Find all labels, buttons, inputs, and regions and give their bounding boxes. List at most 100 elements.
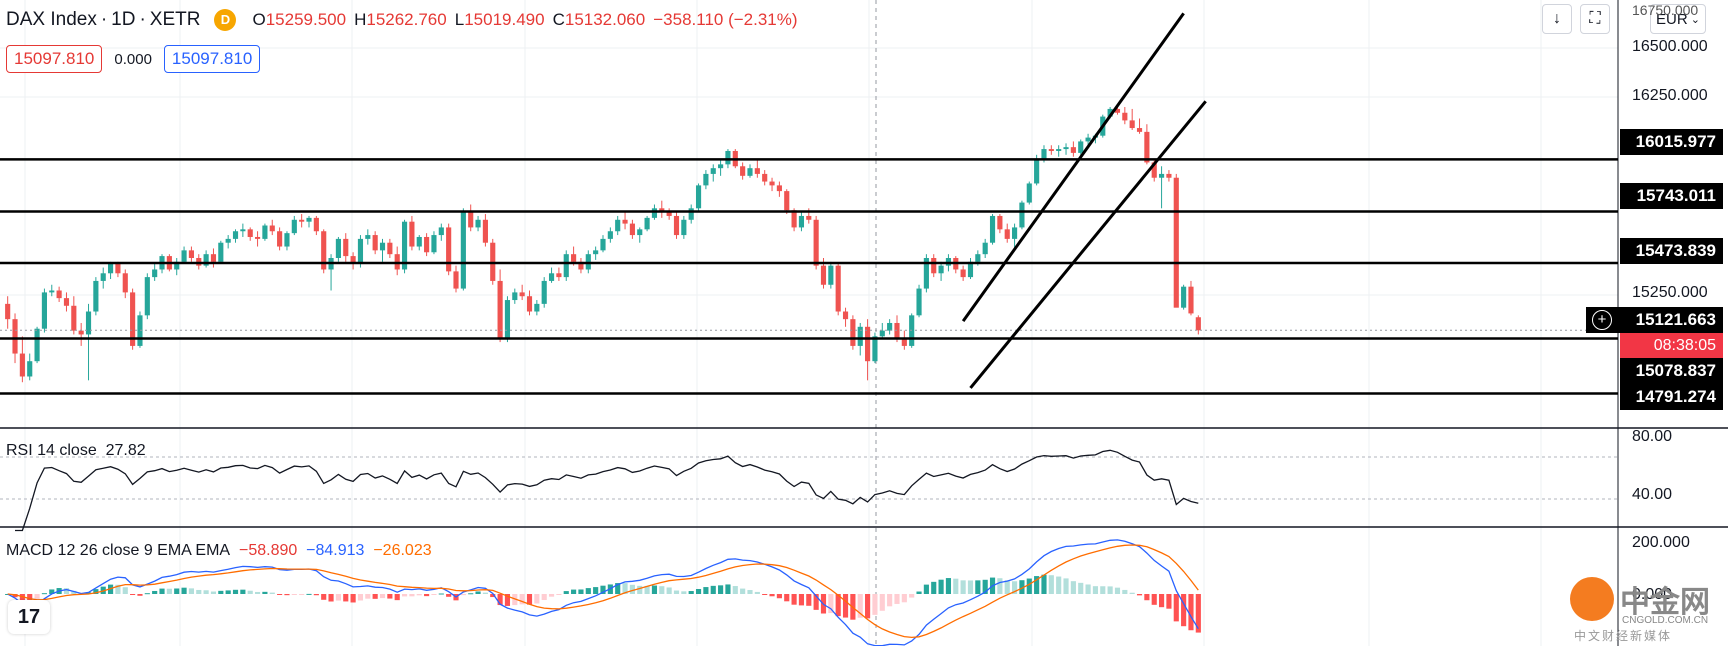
macd-histogram-bar: [1041, 574, 1047, 594]
macd-histogram-bar: [431, 594, 437, 595]
macd-histogram-bar: [269, 592, 275, 594]
crosshair-add-icon[interactable]: +: [1592, 310, 1612, 330]
candle-body: [438, 227, 444, 236]
candle-body: [725, 150, 731, 165]
symbol-name[interactable]: DAX Index: [6, 9, 97, 30]
macd-value: −58.890: [238, 542, 298, 559]
candle-body: [512, 292, 518, 301]
candle-body: [416, 236, 422, 247]
candle-body: [769, 181, 775, 186]
candle-body: [247, 229, 253, 237]
sell-price-button[interactable]: 15097.810: [6, 45, 103, 73]
candle-body: [365, 235, 371, 239]
candle-body: [923, 258, 929, 289]
low-label: L: [454, 10, 465, 29]
candle-body: [1159, 173, 1165, 178]
candle-body: [644, 217, 650, 230]
macd-histogram-bar: [379, 594, 386, 599]
level-label: 16015.977: [1620, 129, 1723, 155]
macd-histogram-bar: [1159, 594, 1165, 608]
candle-body: [989, 215, 996, 243]
candle-body: [269, 225, 275, 232]
macd-histogram-bar: [740, 588, 746, 594]
macd-histogram-bar: [188, 588, 194, 594]
candle-body: [100, 273, 106, 281]
interval[interactable]: 1D: [111, 9, 136, 30]
candle-body: [291, 219, 297, 234]
download-button[interactable]: ↓: [1542, 4, 1572, 34]
candle-body: [519, 292, 525, 297]
macd-histogram-bar: [115, 584, 121, 594]
candle-body: [1166, 173, 1172, 178]
macd-histogram-bar: [1188, 594, 1194, 631]
watermark-circle-icon: [1570, 577, 1614, 621]
candle-body: [63, 298, 70, 306]
macd-histogram-bar: [497, 594, 503, 606]
candle-body: [475, 219, 481, 228]
macd-histogram-bar: [93, 589, 99, 594]
candle-body: [1078, 141, 1084, 153]
rsi-tick: 80.00: [1632, 428, 1673, 445]
tradingview-logo[interactable]: 17: [8, 600, 50, 634]
data-badge-icon[interactable]: D: [214, 9, 237, 31]
candle-body: [203, 254, 209, 266]
macd-histogram-bar: [424, 594, 430, 597]
candle-body: [262, 225, 268, 239]
last-price-label[interactable]: + 15121.663: [1586, 307, 1723, 333]
macd-histogram-bar: [1195, 594, 1201, 633]
watermark-name: 中金网: [1620, 586, 1710, 619]
macd-histogram-bar: [1034, 576, 1040, 594]
candle-body: [431, 235, 437, 253]
open-value: 15259.500: [265, 10, 347, 29]
candle-body: [27, 361, 33, 377]
macd-histogram-bar: [504, 594, 511, 606]
candle-body: [122, 273, 128, 293]
macd-histogram-bar: [776, 594, 782, 599]
candle-body: [284, 233, 290, 247]
macd-histogram-bar: [960, 580, 966, 594]
currency-select[interactable]: EUR ⌄: [1650, 4, 1706, 34]
macd-histogram-bar: [534, 594, 540, 604]
macd-histogram-bar: [938, 579, 944, 594]
macd-histogram-bar: [681, 591, 687, 594]
candle-body: [1173, 177, 1179, 308]
rsi-legend[interactable]: RSI 14 close 27.82: [6, 442, 146, 460]
candle-body: [776, 185, 782, 192]
candle-body: [240, 229, 246, 232]
macd-histogram-bar: [490, 594, 496, 598]
fullscreen-button[interactable]: ⛶: [1580, 4, 1610, 34]
buy-price-button[interactable]: 15097.810: [163, 45, 261, 73]
candle-body: [78, 330, 84, 335]
candle-body: [1063, 147, 1069, 150]
candle-body: [571, 254, 577, 262]
macd-histogram-bar: [262, 591, 268, 594]
macd-histogram-bar: [1012, 581, 1018, 594]
macd-histogram-bar: [1107, 586, 1113, 594]
candle-body: [254, 236, 261, 239]
macd-histogram-bar: [210, 591, 217, 594]
candle-body: [578, 261, 584, 270]
candle-body: [188, 250, 194, 258]
candle-body: [607, 231, 613, 239]
macd-histogram-bar: [923, 584, 929, 594]
macd-histogram-bar: [152, 590, 158, 594]
macd-histogram-bar: [548, 594, 555, 597]
candle-body: [879, 330, 885, 337]
candle-body: [548, 273, 555, 281]
candle-body: [563, 254, 569, 278]
macd-histogram-bar: [107, 584, 114, 594]
candle-body: [666, 212, 672, 216]
candle-body: [56, 290, 62, 299]
candle-body: [673, 215, 680, 236]
rsi-value: 27.82: [105, 442, 146, 459]
candle-body: [321, 231, 327, 270]
candle-body: [71, 305, 77, 331]
macd-histogram-bar: [769, 594, 775, 597]
macd-histogram-bar: [916, 591, 922, 594]
candle-body: [41, 292, 47, 329]
high-value: 15262.760: [366, 10, 447, 29]
countdown-label: 08:38:05: [1620, 333, 1723, 359]
macd-histogram-bar: [629, 584, 635, 594]
macd-legend[interactable]: MACD 12 26 close 9 EMA EMA −58.890 −84.9…: [6, 542, 432, 560]
